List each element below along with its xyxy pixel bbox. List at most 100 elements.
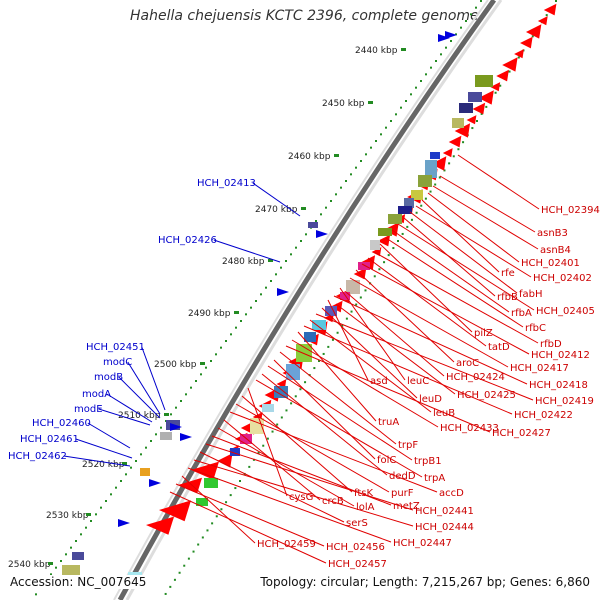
label-right: HCH_02405: [536, 306, 595, 317]
leader-line-right: [427, 192, 520, 263]
ruler-dot-inner: [262, 444, 265, 447]
ruler-dot-outer: [390, 120, 392, 122]
ruler-dot-outer: [330, 200, 332, 202]
ruler-label: 2470 kbp: [255, 205, 298, 215]
label-right: asnB4: [540, 245, 571, 256]
label-right: HCH_02419: [535, 396, 594, 407]
ruler-dot-inner: [452, 155, 455, 158]
feature-block: [358, 262, 370, 270]
leader-line-right: [335, 303, 456, 395]
ruler-dot-outer: [425, 73, 427, 76]
leader-line-left: [118, 376, 161, 419]
label-left: HCH_02451: [86, 342, 145, 353]
leader-line-right: [247, 387, 288, 497]
gene-arrow: [514, 49, 524, 59]
ruler-dot-inner: [476, 120, 478, 122]
ruler-dot-inner: [378, 268, 381, 271]
label-left: modE: [74, 404, 103, 415]
ruler-dot-outer: [465, 20, 467, 22]
ruler-dot-inner: [424, 197, 427, 200]
gene-arrow: [146, 516, 174, 535]
ruler-tick: [301, 207, 306, 210]
ruler-dot-inner: [280, 416, 283, 419]
ruler-dot-outer: [190, 386, 192, 389]
ruler-dot-inner: [345, 317, 348, 320]
label-right: leuB: [433, 408, 455, 419]
gene-arrow: [159, 500, 191, 522]
leader-line-right: [432, 185, 539, 250]
leader-line-left: [106, 393, 153, 423]
ruler-dot-inner: [304, 381, 307, 384]
ruler-dot-outer: [300, 240, 302, 242]
ruler-dot-inner: [392, 247, 395, 250]
feature-block: [411, 190, 423, 200]
ruler-dot-inner: [215, 515, 218, 518]
ruler-dot-outer: [85, 526, 87, 529]
leader-line-left: [75, 438, 133, 459]
ruler-dot-inner: [173, 578, 176, 581]
ruler-tick: [200, 362, 205, 365]
ruler-dot-outer: [450, 40, 452, 42]
ruler-label: 2500 kbp: [154, 360, 197, 370]
leader-line-right: [345, 291, 445, 377]
ruler-dot-outer: [295, 246, 297, 249]
label-right: leuD: [419, 394, 442, 405]
leader-line-right: [181, 475, 256, 544]
feature-block: [468, 92, 482, 102]
ruler-dot-outer: [455, 33, 457, 36]
ruler-dot-outer: [170, 413, 172, 416]
label-right: HCH_02394: [541, 205, 600, 216]
label-left: HCH_02413: [197, 178, 256, 189]
ruler-dot-outer: [65, 553, 67, 556]
leader-line-right: [223, 419, 321, 501]
label-left: modB: [94, 372, 123, 383]
ruler-label: 2450 kbp: [322, 99, 365, 109]
ruler-dot-outer: [480, 0, 482, 2]
leader-line-right: [229, 411, 438, 493]
gene-arrow: [502, 57, 518, 72]
ruler-dot-inner: [448, 162, 451, 165]
gene-arrow-blue: [316, 230, 328, 238]
ruler-dot-outer: [420, 80, 422, 82]
accession-text: Accession: NC_007645: [8, 575, 149, 589]
feature-block: [418, 175, 432, 187]
ruler-dot-inner: [290, 402, 293, 405]
ruler-dot-inner: [266, 437, 269, 440]
ruler-dot-inner: [313, 367, 316, 370]
ruler-dot-inner: [383, 261, 386, 264]
feature-block: [262, 404, 274, 412]
ruler-dot-inner: [410, 218, 413, 221]
ruler-dot-outer: [355, 166, 357, 169]
gene-arrow-blue: [149, 479, 161, 487]
ruler-dot-outer: [235, 326, 237, 329]
leader-line-right: [261, 373, 388, 476]
ruler-dot-inner: [299, 388, 302, 391]
ruler-dot-outer: [195, 380, 197, 382]
ruler-dot-outer: [415, 86, 417, 89]
label-right: HCH_02456: [326, 542, 385, 553]
ruler-dot-inner: [248, 465, 251, 468]
ruler-dot-outer: [315, 220, 317, 222]
label-right: HCH_02422: [514, 410, 573, 421]
ruler-tick: [234, 311, 239, 314]
gene-arrow: [442, 148, 453, 158]
ruler-dot-outer: [345, 180, 347, 182]
gene-arrow: [478, 90, 494, 105]
label-right: HCH_02412: [531, 350, 590, 361]
ruler-dot-outer: [50, 573, 52, 576]
ruler-dot-inner: [169, 585, 172, 588]
ruler-dot-inner: [415, 211, 418, 214]
ruler-dot-outer: [320, 213, 322, 216]
ruler-dot-outer: [470, 13, 472, 16]
leader-line-right: [187, 467, 392, 543]
ruler-dot-outer: [350, 173, 352, 176]
leader-line-right: [409, 211, 518, 294]
label-right: asnB3: [537, 228, 568, 239]
ruler-tick: [122, 462, 127, 465]
ruler-tick: [268, 259, 273, 262]
ruler-dot-outer: [185, 393, 187, 396]
leader-line-right: [297, 331, 377, 422]
gene-arrow: [466, 115, 477, 125]
ruler-dot-outer: [220, 346, 222, 349]
ruler-dot-outer: [130, 466, 132, 469]
